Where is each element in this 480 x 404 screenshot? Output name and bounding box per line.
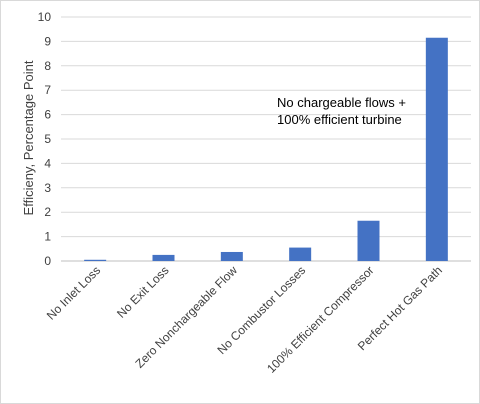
bar xyxy=(220,251,243,261)
y-tick-label: 2 xyxy=(44,205,51,219)
y-tick-label: 0 xyxy=(44,254,51,268)
gridlines xyxy=(61,16,471,262)
y-tick-label: 10 xyxy=(38,10,52,24)
y-axis-title: Efficieny, Percentage Point xyxy=(21,60,36,215)
bar xyxy=(289,247,312,261)
y-tick-label: 4 xyxy=(44,156,51,170)
y-tick-label: 1 xyxy=(44,230,51,244)
y-tick-label: 8 xyxy=(44,59,51,73)
y-tick-label: 7 xyxy=(44,83,51,97)
chart-annotation: No chargeable flows + 100% efficient tur… xyxy=(277,95,410,127)
bar xyxy=(152,254,175,261)
bar xyxy=(357,220,380,261)
bars xyxy=(84,37,448,261)
y-tick-label: 6 xyxy=(44,108,51,122)
y-tick-label: 9 xyxy=(44,34,51,48)
annotation-line-2: 100% efficient turbine xyxy=(277,112,402,127)
x-tick-label: No Exit Loss xyxy=(114,263,172,321)
x-tick-label: No Inlet Loss xyxy=(44,263,103,322)
annotation-line-1: No chargeable flows + xyxy=(277,95,406,110)
bar xyxy=(425,37,448,261)
bar xyxy=(84,259,107,261)
y-tick-label: 3 xyxy=(44,181,51,195)
y-tick-labels: 0 1 2 3 4 5 6 7 8 9 10 xyxy=(38,10,52,268)
y-tick-label: 5 xyxy=(44,132,51,146)
